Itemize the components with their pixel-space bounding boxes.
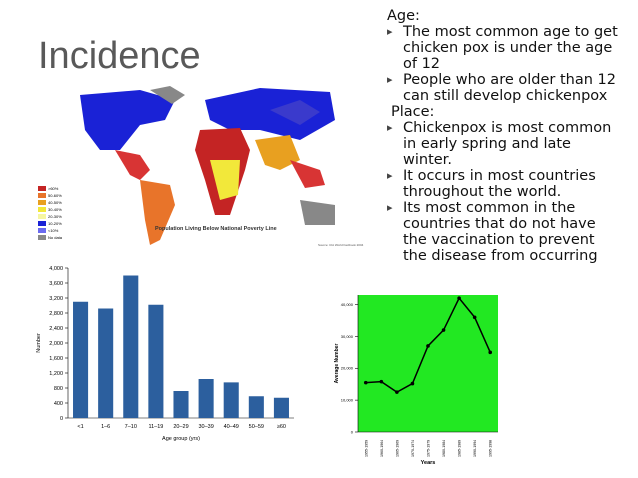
heading: Place:: [391, 104, 435, 120]
y-tick-label: 1,200: [49, 371, 63, 377]
x-tick-label: 1955-1959: [364, 440, 368, 457]
slide-title: Incidence: [38, 35, 201, 77]
bullet: Chickenpox is most common in early sprin…: [387, 120, 623, 168]
bar: [273, 397, 289, 418]
point: [426, 344, 430, 348]
bullet: The most common age to get chicken pox i…: [387, 24, 623, 72]
x-tick-label: 1985-1989: [458, 440, 462, 457]
bar: [98, 308, 114, 418]
bar: [223, 382, 239, 418]
bar: [73, 301, 89, 418]
bullet: It occurs in most countries throughout t…: [387, 168, 623, 200]
bullet: Its most common in the countries that do…: [387, 200, 623, 264]
point: [472, 315, 477, 320]
x-tick-label: 1990-1994: [473, 440, 477, 457]
bullet-list: The most common age to get chicken pox i…: [387, 24, 623, 104]
x-tick-label: 1965-1969: [395, 440, 399, 457]
plot-background: [358, 295, 498, 432]
map-legend-label: 30-40%: [48, 207, 62, 212]
map-legend-label: 10-20%: [48, 221, 62, 226]
bar: [198, 379, 214, 418]
y-tick-label: 0: [351, 429, 354, 434]
x-tick-label: 7–10: [125, 424, 137, 430]
map-legend-label: 50-60%: [48, 193, 62, 198]
y-tick-label: 3,200: [49, 296, 63, 302]
point: [395, 390, 399, 394]
y-axis-label: Average Number: [334, 344, 340, 384]
bullet-list: Chickenpox is most common in early sprin…: [387, 120, 623, 264]
y-tick-label: 20,000: [341, 366, 354, 371]
x-tick-label: 40–49: [224, 424, 239, 430]
y-tick-label: 0: [60, 416, 63, 422]
y-tick-label: 1,600: [49, 356, 63, 362]
y-tick-label: 4,000: [49, 266, 63, 272]
y-tick-label: 2,400: [49, 326, 63, 332]
map-legend-label: 20-30%: [48, 214, 62, 219]
x-tick-label: 1960-1964: [380, 440, 384, 457]
map-legend-label: No data: [48, 235, 63, 240]
map-source: Source: CIA World Factbook 2004: [318, 243, 364, 247]
y-tick-label: 400: [54, 401, 63, 407]
point: [363, 380, 368, 385]
x-tick-label: 1975-1979: [427, 440, 431, 457]
bullet: People who are older than 12 can still d…: [387, 72, 623, 104]
x-tick-label: 1–6: [101, 424, 110, 430]
bar: [123, 275, 139, 418]
x-axis-label: Age group (yrs): [162, 436, 200, 442]
heading: Age:: [387, 8, 420, 24]
x-tick-label: 1995-1998: [489, 440, 493, 457]
bar: [248, 396, 264, 418]
y-tick-label: 2,800: [49, 311, 63, 317]
point: [441, 328, 446, 332]
x-tick-label: 1980-1984: [442, 440, 446, 457]
x-tick-label: 11–19: [148, 424, 163, 430]
x-tick-label: <1: [77, 424, 83, 430]
y-axis-label: Number: [36, 333, 42, 353]
y-tick-label: 2,000: [49, 341, 63, 347]
y-tick-label: 800: [54, 386, 63, 392]
y-tick-label: 30,000: [341, 334, 354, 339]
map-caption: Population Living Below National Poverty…: [155, 226, 277, 232]
map-legend-label: 40-50%: [48, 200, 62, 205]
x-tick-label: 50–59: [249, 424, 264, 430]
bar: [173, 391, 189, 418]
map-legend-label: >60%: [48, 186, 59, 191]
map-legend-label: <10%: [48, 228, 59, 233]
point: [410, 381, 415, 386]
point: [379, 379, 384, 384]
x-tick-label: 20–29: [173, 424, 188, 430]
x-tick-label: 30–39: [198, 424, 213, 430]
x-tick-label: 1970-1974: [411, 440, 415, 457]
point: [488, 350, 493, 355]
world-map: [30, 86, 348, 256]
bar: [148, 304, 164, 418]
x-tick-label: ≥60: [277, 424, 286, 430]
x-axis-label: Years: [421, 460, 436, 466]
text-block: Age: The most common age to get chicken …: [387, 8, 623, 264]
point: [457, 296, 461, 300]
y-tick-label: 40,000: [341, 302, 354, 307]
y-tick-label: 3,600: [49, 281, 63, 287]
y-tick-label: 10,000: [341, 397, 354, 402]
